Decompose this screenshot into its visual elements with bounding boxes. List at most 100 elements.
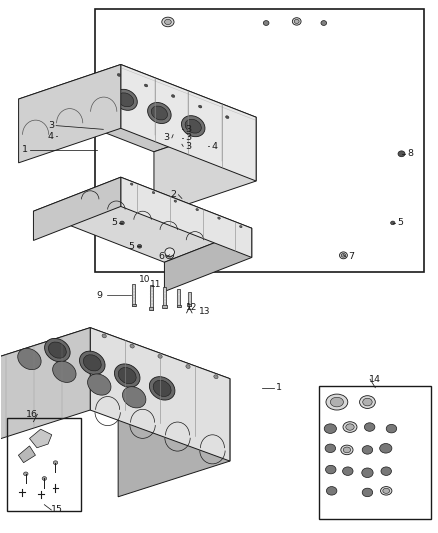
Ellipse shape xyxy=(196,208,198,211)
Ellipse shape xyxy=(341,254,346,257)
Ellipse shape xyxy=(339,252,347,259)
Text: 13: 13 xyxy=(199,307,211,316)
Polygon shape xyxy=(0,328,230,414)
Polygon shape xyxy=(33,177,121,240)
Ellipse shape xyxy=(386,424,397,433)
Ellipse shape xyxy=(145,84,148,87)
Ellipse shape xyxy=(80,76,103,97)
Ellipse shape xyxy=(130,344,134,348)
Ellipse shape xyxy=(362,468,373,478)
Polygon shape xyxy=(29,429,52,448)
Ellipse shape xyxy=(117,74,121,76)
Text: 1: 1 xyxy=(276,383,282,392)
Text: 5: 5 xyxy=(111,219,117,228)
Ellipse shape xyxy=(158,354,162,358)
Ellipse shape xyxy=(325,465,336,474)
Ellipse shape xyxy=(24,472,28,475)
Ellipse shape xyxy=(83,355,101,371)
Ellipse shape xyxy=(84,79,100,94)
Ellipse shape xyxy=(363,398,372,406)
Ellipse shape xyxy=(198,105,202,108)
Ellipse shape xyxy=(167,254,172,257)
Ellipse shape xyxy=(362,446,373,454)
Ellipse shape xyxy=(341,445,353,455)
Ellipse shape xyxy=(240,225,242,228)
Ellipse shape xyxy=(325,444,336,453)
Bar xyxy=(150,285,153,310)
Ellipse shape xyxy=(381,487,392,495)
Polygon shape xyxy=(154,117,256,215)
Ellipse shape xyxy=(18,349,41,370)
Bar xyxy=(177,289,180,307)
Ellipse shape xyxy=(330,397,343,407)
Polygon shape xyxy=(121,177,252,257)
Ellipse shape xyxy=(226,116,229,118)
Ellipse shape xyxy=(152,191,155,193)
Bar xyxy=(163,287,166,308)
Ellipse shape xyxy=(153,380,171,397)
Text: 11: 11 xyxy=(150,279,162,288)
Ellipse shape xyxy=(53,361,76,382)
Ellipse shape xyxy=(80,351,105,375)
Ellipse shape xyxy=(343,467,353,475)
Ellipse shape xyxy=(166,252,173,259)
Bar xyxy=(132,304,136,306)
Ellipse shape xyxy=(131,183,133,185)
Text: 5: 5 xyxy=(129,242,134,251)
Ellipse shape xyxy=(360,395,375,408)
Text: 3: 3 xyxy=(185,133,191,142)
Ellipse shape xyxy=(362,488,373,497)
Text: 4: 4 xyxy=(48,132,54,141)
Ellipse shape xyxy=(186,365,190,368)
Ellipse shape xyxy=(292,18,301,25)
Ellipse shape xyxy=(88,374,111,395)
Text: 7: 7 xyxy=(348,253,354,261)
Bar xyxy=(7,418,81,511)
Text: 3: 3 xyxy=(48,121,54,130)
Text: 9: 9 xyxy=(96,290,102,300)
Ellipse shape xyxy=(45,338,70,362)
Ellipse shape xyxy=(346,424,354,430)
Polygon shape xyxy=(164,228,252,292)
Ellipse shape xyxy=(324,424,336,433)
Ellipse shape xyxy=(398,151,405,157)
Bar xyxy=(177,305,181,307)
Polygon shape xyxy=(0,328,90,446)
Ellipse shape xyxy=(49,342,66,358)
Polygon shape xyxy=(33,177,252,262)
Text: 2: 2 xyxy=(170,190,176,199)
Text: 10: 10 xyxy=(139,274,151,284)
Ellipse shape xyxy=(102,334,106,338)
Ellipse shape xyxy=(114,90,137,110)
Bar xyxy=(188,292,191,306)
Bar xyxy=(187,304,191,306)
Ellipse shape xyxy=(181,116,205,136)
Polygon shape xyxy=(121,64,256,181)
Ellipse shape xyxy=(263,21,269,26)
Text: 14: 14 xyxy=(369,375,381,384)
Ellipse shape xyxy=(114,364,140,387)
Ellipse shape xyxy=(380,443,392,453)
Polygon shape xyxy=(18,446,35,463)
Ellipse shape xyxy=(165,248,174,256)
Bar xyxy=(319,386,431,519)
Ellipse shape xyxy=(171,95,175,98)
Text: 8: 8 xyxy=(407,149,413,158)
Ellipse shape xyxy=(326,487,337,495)
Ellipse shape xyxy=(149,377,175,400)
Ellipse shape xyxy=(391,221,395,225)
Ellipse shape xyxy=(326,394,348,410)
Ellipse shape xyxy=(120,221,124,225)
Ellipse shape xyxy=(148,102,171,124)
Ellipse shape xyxy=(321,21,327,26)
Ellipse shape xyxy=(381,467,392,475)
Polygon shape xyxy=(90,328,230,461)
Text: 3: 3 xyxy=(185,142,191,151)
Ellipse shape xyxy=(151,106,167,120)
Ellipse shape xyxy=(218,217,220,219)
Ellipse shape xyxy=(165,19,171,25)
Bar xyxy=(132,284,135,306)
Polygon shape xyxy=(18,64,121,163)
Text: 5: 5 xyxy=(397,219,403,228)
Ellipse shape xyxy=(123,386,146,408)
